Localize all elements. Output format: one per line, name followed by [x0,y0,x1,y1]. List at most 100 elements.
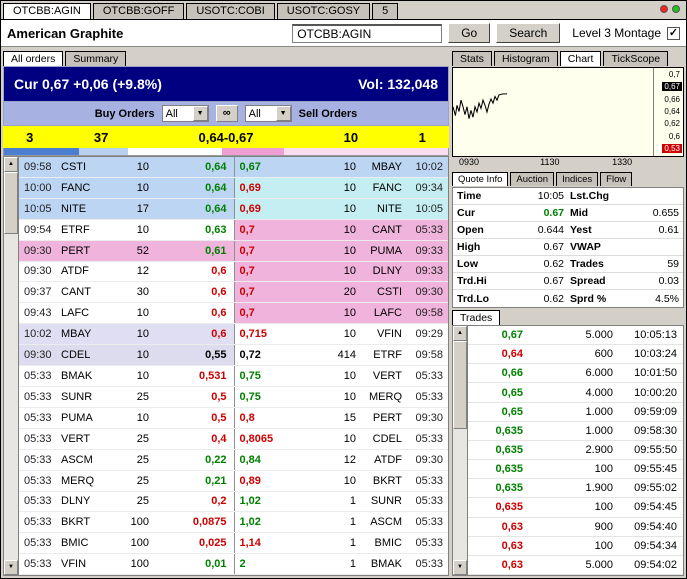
trade-time: 09:54:40 [613,521,683,533]
symbol-tab-usotc-cobi[interactable]: USOTC:COBI [186,3,274,19]
trade-row[interactable]: 0,63 5.000 09:54:02 [468,556,683,575]
chevron-down-icon[interactable]: ▼ [193,106,208,121]
tab-indices[interactable]: Indices [556,172,598,186]
bid-size: 25 [109,454,149,466]
trade-size: 1.000 [523,425,613,437]
ask-side: 2 1 BMAK 05:33 [234,554,449,574]
ask-side: 1,14 1 BMIC 05:33 [234,533,449,553]
scroll-up-button[interactable]: ▲ [4,157,18,172]
order-filters-bar: Buy Orders All ▼ ∞ All ▼ Sell Orders [3,102,449,126]
trade-row[interactable]: 0,635 100 09:55:45 [468,460,683,479]
tab-quote-info[interactable]: Quote Info [452,172,508,186]
tab-summary[interactable]: Summary [65,51,126,66]
scroll-down-button[interactable]: ▼ [4,560,18,575]
tab-chart[interactable]: Chart [560,51,602,66]
trade-row[interactable]: 0,635 2.900 09:55:50 [468,441,683,460]
tab-trades[interactable]: Trades [452,310,500,325]
ask-time: 05:33 [406,537,448,549]
quote-info-grid: Time 10:05 Lst.Chg Cur 0.67 Mid 0.655 Op… [452,187,684,308]
quote-label: Lst.Chg [564,190,616,202]
trades-scrollbar[interactable]: ▲ ▼ [453,326,468,575]
trade-row[interactable]: 0,66 6.000 10:01:50 [468,364,683,383]
trade-row[interactable]: 0,67 5.000 10:05:13 [468,326,683,345]
scroll-down-button[interactable]: ▼ [453,560,467,575]
order-book-row[interactable]: 09:54 ETRF 10 0,63 0,7 10 CANT 05:33 [19,220,448,241]
scroll-track[interactable] [453,341,467,560]
book-scrollbar[interactable]: ▲ ▼ [4,157,19,575]
order-book-row[interactable]: 05:33 ASCM 25 0,22 0,84 12 ATDF 09:30 [19,450,448,471]
trade-price: 0,635 [468,501,523,513]
trade-row[interactable]: 0,63 900 09:54:40 [468,518,683,537]
bid-price: 0,64 [149,182,234,194]
trade-row[interactable]: 0,635 1.000 09:58:30 [468,422,683,441]
order-book-row[interactable]: 05:33 BMIC 100 0,025 1,14 1 BMIC 05:33 [19,533,448,554]
tab-auction[interactable]: Auction [510,172,554,186]
bid-time: 05:33 [19,495,61,507]
order-book-row[interactable]: 09:37 CANT 30 0,6 0,7 20 CSTI 09:30 [19,282,448,303]
order-book-row[interactable]: 05:33 VERT 25 0,4 0,8065 10 CDEL 05:33 [19,429,448,450]
trade-row[interactable]: 0,65 1.000 09:59:09 [468,403,683,422]
order-book-row[interactable]: 05:33 MERQ 25 0,21 0,89 10 BKRT 05:33 [19,471,448,492]
sell-orders-filter-dropdown[interactable]: All ▼ [245,105,292,122]
level3-montage-checkbox[interactable]: ✓ [667,27,680,40]
market-data-panel: Stats Histogram Chart TickScope 0,70,670… [452,49,684,576]
order-book-row[interactable]: 05:33 SUNR 25 0,5 0,75 10 MERQ 05:33 [19,387,448,408]
order-book-row[interactable]: 09:58 CSTI 10 0,64 0,67 10 MBAY 10:02 [19,157,448,178]
ask-time: 09:30 [406,454,448,466]
scroll-track[interactable] [4,172,18,560]
scroll-thumb[interactable] [453,341,467,429]
tab-all-orders[interactable]: All orders [3,51,63,66]
order-book-row[interactable]: 10:05 NITE 17 0,64 0,69 10 NITE 10:05 [19,199,448,220]
trade-row[interactable]: 0,65 4.000 10:00:20 [468,383,683,402]
order-book-row[interactable]: 05:33 VFIN 100 0,01 2 1 BMAK 05:33 [19,554,448,575]
trade-price: 0,64 [468,348,523,360]
tab-tickscope[interactable]: TickScope [603,51,668,66]
bid-price: 0,6 [149,286,234,298]
trade-size: 100 [523,463,613,475]
quote-label: Sprd % [564,293,616,305]
bid-time: 09:30 [19,265,61,277]
symbol-input[interactable] [292,24,442,43]
depth-ratio-bar [3,148,449,156]
trade-price: 0,635 [468,482,523,494]
trade-row[interactable]: 0,635 100 09:54:45 [468,498,683,517]
trade-row[interactable]: 0,63 100 09:54:34 [468,537,683,556]
link-filters-icon[interactable]: ∞ [216,105,238,122]
symbol-tab-usotc-gosy[interactable]: USOTC:GOSY [277,3,370,19]
order-book-row[interactable]: 09:30 ATDF 12 0,6 0,7 10 DLNY 09:33 [19,262,448,283]
ask-size: 10 [291,182,357,194]
tab-flow[interactable]: Flow [600,172,632,186]
order-book-row[interactable]: 05:33 BKRT 100 0,0875 1,02 1 ASCM 05:33 [19,512,448,533]
ask-size: 414 [291,349,357,361]
order-book-row[interactable]: 09:43 LAFC 10 0,6 0,7 10 LAFC 09:58 [19,303,448,324]
symbol-tab-5[interactable]: 5 [372,3,398,19]
ask-time: 05:33 [406,558,448,570]
order-book-row[interactable]: 09:30 PERT 52 0,61 0,7 10 PUMA 09:33 [19,241,448,262]
scroll-up-button[interactable]: ▲ [453,326,467,341]
symbol-tab-otcbb-goff[interactable]: OTCBB:GOFF [93,3,185,19]
scroll-thumb[interactable] [4,172,18,234]
order-book-row[interactable]: 10:00 FANC 10 0,64 0,69 10 FANC 09:34 [19,178,448,199]
main-area: All orders Summary Cur 0,67 +0,06 (+9.8%… [1,47,686,578]
order-book-row[interactable]: 05:33 PUMA 10 0,5 0,8 15 PERT 09:30 [19,408,448,429]
quote-label: Yest [564,224,616,236]
bid-side: 09:54 ETRF 10 0,63 [19,220,234,240]
green-status-light-icon [672,5,680,13]
order-book-row[interactable]: 09:30 CDEL 10 0,55 0,72 414 ETRF 09:58 [19,345,448,366]
search-button[interactable]: Search [496,23,560,43]
bid-mpid: BMIC [61,537,109,549]
bid-side: 09:30 ATDF 12 0,6 [19,262,234,282]
order-book-row[interactable]: 05:33 DLNY 25 0,2 1,02 1 SUNR 05:33 [19,492,448,513]
bid-time: 05:33 [19,370,61,382]
order-book-row[interactable]: 05:33 BMAK 10 0,531 0,75 10 VERT 05:33 [19,366,448,387]
tab-histogram[interactable]: Histogram [494,51,558,66]
ask-size: 10 [291,245,357,257]
trade-row[interactable]: 0,64 600 10:03:24 [468,345,683,364]
go-button[interactable]: Go [448,23,490,43]
order-book-row[interactable]: 10:02 MBAY 10 0,6 0,715 10 VFIN 09:29 [19,324,448,345]
symbol-tab-otcbb-agin[interactable]: OTCBB:AGIN [3,3,91,19]
buy-orders-filter-dropdown[interactable]: All ▼ [162,105,209,122]
tab-stats[interactable]: Stats [452,51,492,66]
trade-row[interactable]: 0,635 1.900 09:55:02 [468,479,683,498]
chevron-down-icon[interactable]: ▼ [276,106,291,121]
